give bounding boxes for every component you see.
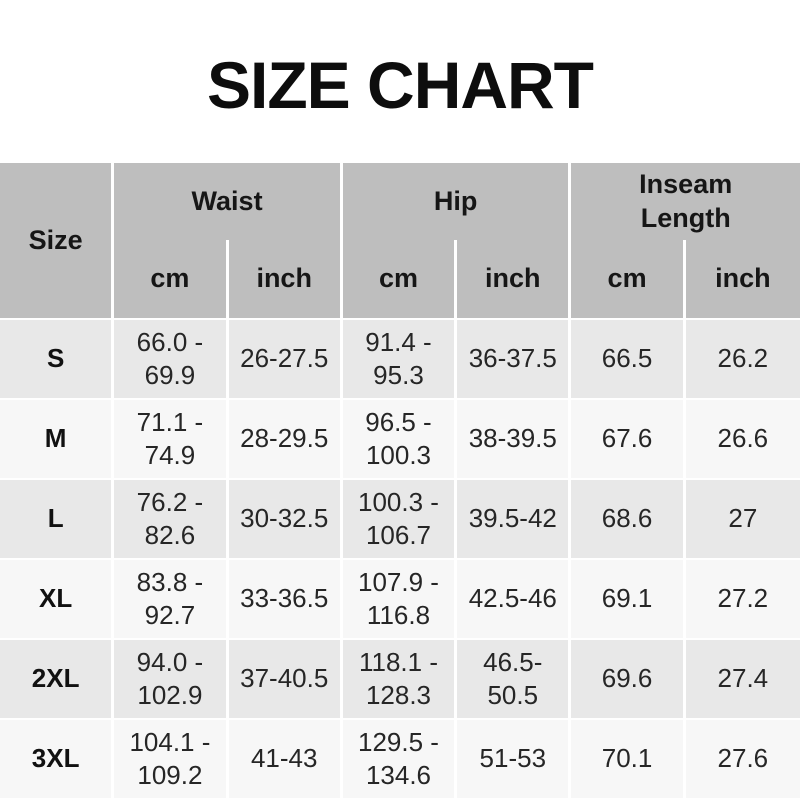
waist-cm-cell: 76.2 - 82.6: [114, 480, 229, 558]
table-body: S 66.0 - 69.9 26-27.5 91.4 - 95.3 36-37.5 66.…: [0, 318, 800, 798]
inseam-inch-cell: 27.2: [717, 583, 769, 614]
size-cell: L: [0, 480, 115, 558]
table-header: Size Waist Hip Inseam Length cm inch cm …: [0, 163, 800, 318]
size-cell: S: [0, 320, 115, 398]
table-row: XL 83.8 - 92.7 33-36.5 107.9 - 116.8 42.5-46…: [0, 558, 800, 638]
hip-cm-cell: 91.4 - 95.3: [343, 320, 458, 398]
hip-inch-cell: 39.5-42: [457, 480, 572, 558]
col-group-inseam-length: Inseam Length: [639, 168, 733, 233]
table-row: M 71.1 - 74.9 28-29.5 96.5 - 100.3 38-39.5 67…: [0, 398, 800, 478]
waist-cm-cell: 83.8 - 92.7: [114, 560, 229, 638]
col-header-hip-inch: inch: [457, 240, 572, 318]
table-row: S 66.0 - 69.9 26-27.5 91.4 - 95.3 36-37.5 66.…: [0, 318, 800, 398]
hip-inch-cell: 51-53: [457, 720, 572, 798]
hip-cm-cell: 100.3 - 106.7: [343, 480, 458, 558]
waist-inch-cell: 28-29.5: [229, 400, 343, 478]
size-cell: 2XL: [0, 640, 115, 718]
inseam-inch-cell: 26.6: [717, 423, 769, 454]
inseam-cm-cell: 66.5: [571, 320, 686, 398]
hip-inch-cell: 46.5- 50.5: [457, 640, 572, 718]
table-row: 3XL 104.1 - 109.2 41-43 129.5 - 134.6 51-53 7…: [0, 718, 800, 798]
size-cell: M: [0, 400, 115, 478]
inseam-cm-cell: 70.1: [571, 720, 686, 798]
waist-cm-cell: 104.1 - 109.2: [114, 720, 229, 798]
hip-inch-cell: 42.5-46: [457, 560, 572, 638]
waist-inch-cell: 33-36.5: [229, 560, 343, 638]
col-header-size: Size: [0, 163, 115, 318]
inseam-inch-cell: 27.6: [717, 743, 769, 774]
hip-inch-cell: 38-39.5: [457, 400, 572, 478]
waist-inch-cell: 41-43: [229, 720, 343, 798]
hip-inch-cell: 36-37.5: [457, 320, 572, 398]
table-row: L 76.2 - 82.6 30-32.5 100.3 - 106.7 39.5-42 6…: [0, 478, 800, 558]
size-cell: 3XL: [0, 720, 115, 798]
inseam-inch-cell: 26.2: [717, 343, 769, 374]
inseam-cm-cell: 69.6: [571, 640, 686, 718]
hip-cm-cell: 107.9 - 116.8: [343, 560, 458, 638]
inseam-cm-cell: 68.6: [571, 480, 686, 558]
inseam-inch-cell: 27.4: [717, 663, 769, 694]
hip-cm-cell: 118.1 - 128.3: [343, 640, 458, 718]
inseam-cm-cell: 67.6: [571, 400, 686, 478]
page-title: SIZE CHART: [207, 47, 594, 122]
col-header-inseam-inch: inch: [715, 263, 771, 294]
col-group-waist: Waist: [114, 163, 343, 240]
col-header-waist-inch: inch: [229, 240, 343, 318]
hip-cm-cell: 96.5 - 100.3: [343, 400, 458, 478]
hip-cm-cell: 129.5 - 134.6: [343, 720, 458, 798]
waist-cm-cell: 66.0 - 69.9: [114, 320, 229, 398]
table-row: 2XL 94.0 - 102.9 37-40.5 118.1 - 128.3 46.5-…: [0, 638, 800, 718]
col-group-hip: Hip: [343, 163, 572, 240]
waist-inch-cell: 26-27.5: [229, 320, 343, 398]
inseam-cm-cell: 69.1: [571, 560, 686, 638]
waist-cm-cell: 94.0 - 102.9: [114, 640, 229, 718]
size-chart-table: Size Waist Hip Inseam Length cm inch cm …: [0, 163, 800, 798]
col-header-hip-cm: cm: [343, 240, 458, 318]
inseam-inch-cell: 27: [728, 503, 758, 534]
col-header-inseam-cm: cm: [571, 240, 686, 318]
waist-inch-cell: 30-32.5: [229, 480, 343, 558]
size-cell: XL: [0, 560, 115, 638]
col-header-waist-cm: cm: [114, 240, 229, 318]
waist-cm-cell: 71.1 - 74.9: [114, 400, 229, 478]
waist-inch-cell: 37-40.5: [229, 640, 343, 718]
